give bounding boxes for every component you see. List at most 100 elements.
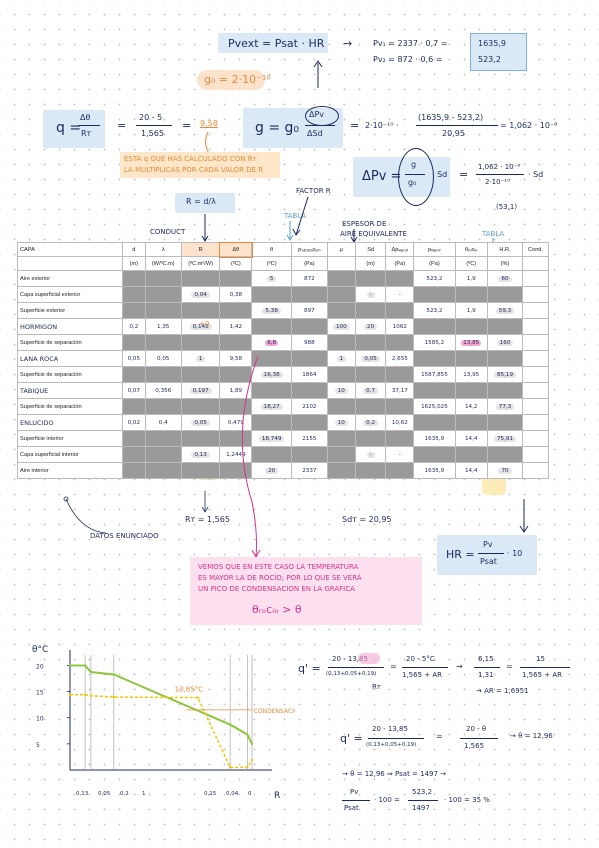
espesor-label: ESPESOR DE xyxy=(342,220,387,228)
header-cell: Cond. xyxy=(522,242,549,257)
dpv-fraction-line xyxy=(405,174,425,175)
calc2-fraction-line2 xyxy=(460,738,498,739)
hr-tail: · 10 xyxy=(507,549,523,558)
cell-cond xyxy=(522,430,549,447)
cell-psat xyxy=(291,350,328,367)
cell-troc: 14,2 xyxy=(454,398,488,415)
cell-R xyxy=(180,270,221,287)
cell-value: 872 xyxy=(304,275,315,282)
y-tick-label: 20 xyxy=(36,663,44,670)
cell-theta: 18,27 xyxy=(251,398,292,415)
cell-R xyxy=(180,398,221,415)
cell-value: 0,148 xyxy=(189,323,212,330)
cell-sd: - xyxy=(354,286,387,303)
hr-num: Pv xyxy=(483,540,493,549)
x-tick-label: 0,15 xyxy=(204,791,217,797)
cell-hr: 70 xyxy=(486,462,524,479)
header-cell: θᵣₒcᵢₒ xyxy=(454,242,488,257)
table-units-row: (m) (W/ºC.m) (ºC.m²/W) (ºC) (ºC) (Pa) (m… xyxy=(17,256,549,271)
row-name: Capa superficial interior xyxy=(17,446,123,463)
unit-cell: (ºC.m²/W) xyxy=(180,256,221,271)
r-formula-box xyxy=(175,193,235,213)
row-name: Superficie interior xyxy=(17,430,123,447)
cell-value: 1635,9 xyxy=(424,467,445,474)
cell-cond xyxy=(522,446,549,463)
calc1-den4: 1,565 + AR xyxy=(522,671,563,679)
cell-dpv xyxy=(385,302,415,319)
row-name: Superficie de separación xyxy=(17,334,123,351)
pink-note-line1: VEMOS QUE EN ESTE CASO LA TEMPERATURA xyxy=(198,563,359,571)
cell-d xyxy=(122,398,146,415)
cell-pv: 1625,025 xyxy=(413,398,456,415)
cell-d xyxy=(122,270,146,287)
cell-d: 0,07 xyxy=(122,382,146,399)
cell-value: 10 xyxy=(334,419,348,426)
cell-value: 0,356 xyxy=(155,387,172,394)
cell-mu xyxy=(326,270,356,287)
q-lhs: q = xyxy=(56,120,82,136)
cell-sd xyxy=(354,334,387,351)
cell-cond xyxy=(522,334,549,351)
pink-note-formula: θᵣₒcᵢₒ > θ xyxy=(252,603,302,616)
cell-value: 160 xyxy=(496,339,514,346)
dpv-den2: 2·10⁻¹⁰ xyxy=(485,178,510,186)
header-cell: μ xyxy=(326,242,356,257)
cell-psat: 897 xyxy=(291,302,328,319)
cell-hr xyxy=(486,286,524,303)
calc1-fraction-line4 xyxy=(520,667,570,668)
dpv-tail: · Sd xyxy=(528,170,544,179)
cell-value: 37,17 xyxy=(391,387,408,394)
cell-value: 75,91 xyxy=(493,435,516,442)
unit-cell: (m) xyxy=(122,256,146,271)
calc4-tail: · 100 = 35 % xyxy=(444,796,490,804)
cell-hr: 85,19 xyxy=(486,366,524,383)
cell-theta: 20 xyxy=(251,462,292,479)
g0-value: g₀ = 2·10⁻¹⁰ xyxy=(204,73,271,86)
cell-troc: 14,4 xyxy=(454,462,488,479)
dpv-num: g xyxy=(411,160,417,169)
series-line-trocio xyxy=(70,693,253,769)
cell-value: 0,7 xyxy=(363,387,379,394)
orange-note-line2: LA MULTIPLICAS POR CADA VALOR DE R xyxy=(124,166,264,174)
cell-mu: 100 xyxy=(326,318,356,335)
tabla2-label: TABLA xyxy=(482,230,505,238)
cell-troc xyxy=(454,414,488,431)
dpv-note: (53,1) xyxy=(496,203,518,211)
cell-psat: 1864 xyxy=(291,366,328,383)
cell-R xyxy=(180,462,221,479)
pink-note-line2: ES MAYOR LA DE ROCÍO; POR LO QUE SE VERÁ xyxy=(198,574,362,582)
cell-mu: 1 xyxy=(326,350,356,367)
unit-cell: (Pa) xyxy=(385,256,415,271)
q-fraction-line2 xyxy=(136,125,172,126)
cell-mu: 10 xyxy=(326,414,356,431)
cell-value: 1,9 xyxy=(466,275,476,282)
x-tick-label: 0,04 xyxy=(226,791,239,797)
cell-dt: 1,42 xyxy=(219,318,253,335)
cell-R: 0,04 xyxy=(180,286,221,303)
cell-dt xyxy=(219,302,253,319)
calc4-mid: · 100 = xyxy=(374,796,400,804)
calc3-line: → θ = 12,96 ⇒ Psat = 1497 → xyxy=(342,770,447,778)
cell-value: 14,2 xyxy=(465,403,478,410)
q-num2: 20 - 5 xyxy=(139,113,163,122)
cell-value: 59,3 xyxy=(495,307,515,314)
x-tick-label: 0 xyxy=(248,791,252,797)
calc4-fraction-line2 xyxy=(408,800,438,801)
cell-d: 0,2 xyxy=(122,318,146,335)
cell-value: 1,9 xyxy=(466,307,476,314)
cell-pv xyxy=(413,286,456,303)
calc2-eq: = xyxy=(436,732,443,741)
pink-pointer-arrow-icon xyxy=(241,355,261,559)
cell-cond xyxy=(522,366,549,383)
cell-dpv: 2,655 xyxy=(385,350,415,367)
cell-value: 523,2 xyxy=(426,275,443,282)
g-num2: (1635,9 - 523,2) xyxy=(418,113,484,122)
series-point xyxy=(89,670,93,674)
calc4-den2: 1497 xyxy=(412,804,430,812)
cell-R: 0,13 xyxy=(180,446,221,463)
cell-value: 6,8 xyxy=(265,339,279,346)
cell-troc: 13,95 xyxy=(454,366,488,383)
cell-dt: 0,38 xyxy=(219,286,253,303)
cell-hr xyxy=(486,382,524,399)
cell-l: 0,05 xyxy=(144,350,182,367)
